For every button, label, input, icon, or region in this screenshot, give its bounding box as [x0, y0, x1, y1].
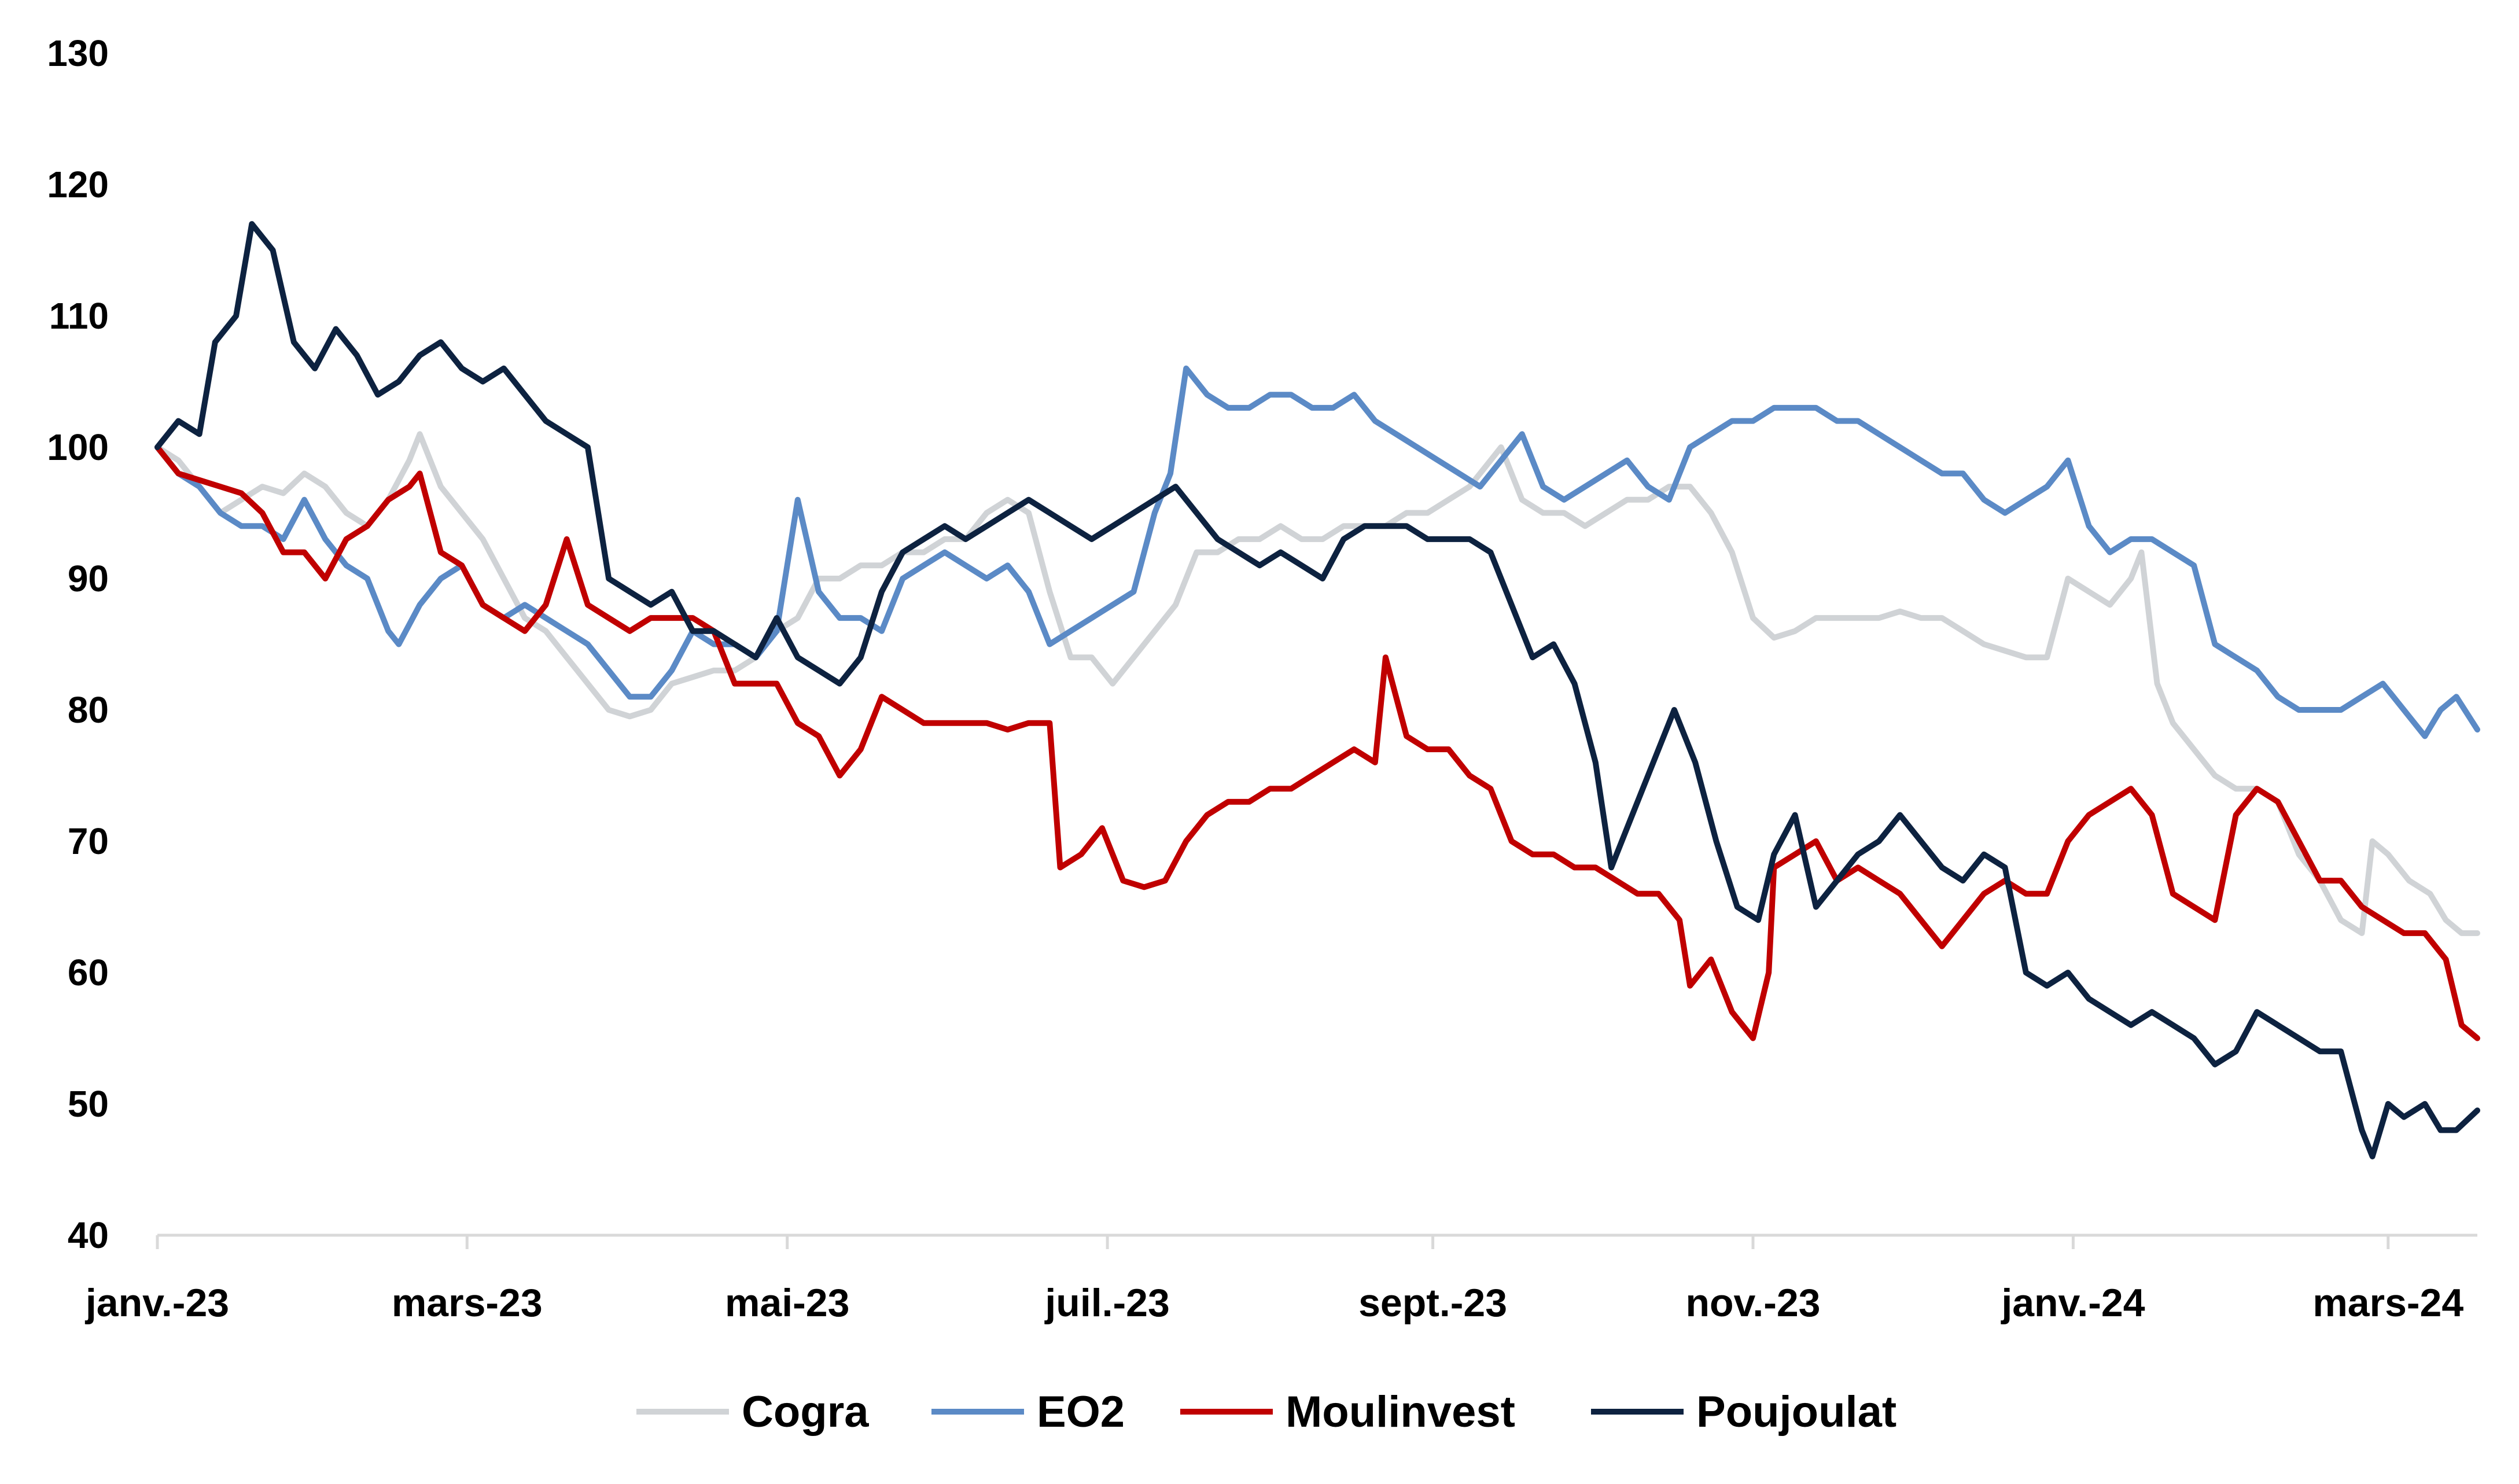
series-layer: [154, 221, 2480, 1159]
series-line-poujoulat: [154, 221, 2480, 1159]
x-tick-label: mars-24: [2312, 1281, 2463, 1325]
x-tick-label: juil.-23: [1044, 1281, 1169, 1325]
series-line-moulinvest: [154, 444, 2480, 1041]
y-tick-label: 50: [68, 1083, 109, 1125]
y-axis: 40 50 60 70 80 90 100 110 120 130: [47, 32, 109, 1256]
y-tick-label: 100: [47, 426, 109, 468]
x-tick-label: janv.-23: [84, 1281, 229, 1325]
x-tick-label: mars-23: [392, 1281, 543, 1325]
y-tick-label: 90: [68, 558, 109, 599]
y-tick-label: 40: [68, 1214, 109, 1256]
x-axis: janv.-23 mars-23 mai-23 juil.-23 sept.-23 nov…: [84, 1233, 2477, 1325]
series-line-cogra: [154, 431, 2480, 936]
x-tick-label: mai-23: [725, 1281, 849, 1325]
y-tick-label: 120: [47, 164, 109, 205]
y-tick-label: 80: [68, 689, 109, 731]
y-tick-label: 60: [68, 952, 109, 993]
x-tick-label: nov.-23: [1685, 1281, 1820, 1325]
y-tick-label: 70: [68, 820, 109, 862]
x-tick-label: sept.-23: [1358, 1281, 1507, 1325]
legend-label: Poujoulat: [1696, 1387, 1896, 1437]
y-tick-label: 110: [49, 295, 109, 337]
legend-label: Moulinvest: [1286, 1387, 1515, 1437]
y-tick-label: 130: [47, 32, 109, 74]
legend-label: EO2: [1037, 1387, 1125, 1437]
legend: Cogra EO2 Moulinvest Poujoulat: [636, 1387, 1896, 1437]
x-tick-label: janv.-24: [2000, 1281, 2145, 1325]
legend-label: Cogra: [742, 1387, 869, 1437]
series-line-eo2: [154, 365, 2480, 739]
